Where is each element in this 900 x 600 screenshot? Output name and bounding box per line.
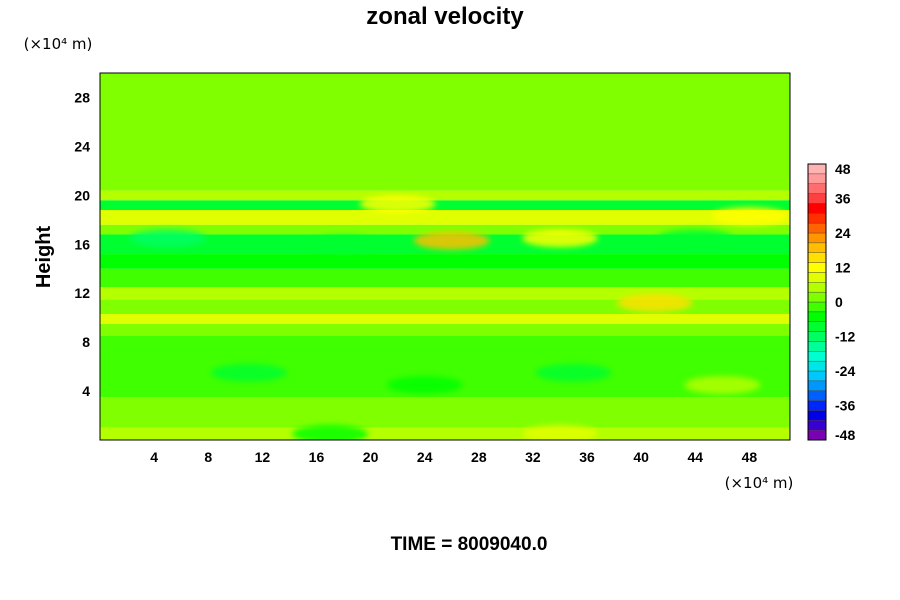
y-tick-label-28: 28 — [74, 89, 90, 105]
colorbar-swatch-6 — [807, 370, 827, 382]
y-axis-unit: (×10⁴ m) — [24, 35, 93, 53]
heatmap-band-7 — [100, 268, 790, 288]
colorbar-swatch-0 — [807, 429, 827, 441]
colorbar-label-0: 0 — [835, 294, 843, 310]
colorbar-swatch-2 — [807, 410, 827, 421]
colorbar-swatch-23 — [807, 203, 827, 214]
colorbar-swatch-24 — [807, 193, 827, 204]
colorbar-swatch-1 — [807, 420, 827, 431]
heatmap-band-6 — [100, 287, 790, 300]
heatmap-patch-0 — [210, 363, 287, 382]
x-tick-label-44: 44 — [688, 449, 704, 465]
colorbar-swatch-15 — [807, 282, 827, 293]
heatmap-band-4 — [100, 313, 790, 324]
colorbar-swatch-20 — [807, 232, 827, 244]
x-axis-ticks: 4 8 12 16 20 24 28 32 36 40 44 48 — [150, 449, 757, 465]
colorbar-label--48: -48 — [835, 427, 855, 443]
heatmap-patch-2 — [535, 363, 612, 382]
heatmap-band-8 — [100, 254, 790, 269]
time-label: TIME = 8009040.0 — [391, 534, 548, 555]
colorbar-swatch-3 — [807, 400, 827, 411]
heatmap-patch-5 — [305, 235, 382, 254]
heatmap-patch-6 — [657, 229, 734, 248]
y-tick-label-4: 4 — [82, 383, 90, 399]
colorbar-swatch-14 — [807, 291, 827, 303]
heatmap-bands — [100, 73, 790, 440]
heatmap-patch-1 — [386, 375, 463, 394]
y-tick-label-20: 20 — [74, 187, 90, 203]
colorbar-swatch-8 — [807, 351, 827, 362]
heatmap-band-12 — [100, 200, 790, 211]
x-tick-label-20: 20 — [363, 449, 379, 465]
heatmap-patch-8 — [522, 229, 598, 248]
colorbar-swatch-13 — [807, 301, 827, 313]
colorbar-label-48: 48 — [835, 161, 851, 177]
chart-title: zonal velocity — [366, 3, 524, 30]
heatmap-plot-area — [100, 73, 790, 440]
heatmap-band-3 — [100, 323, 790, 337]
colorbar-swatch-22 — [807, 213, 827, 224]
colorbar-swatch-12 — [807, 311, 827, 322]
colorbar-label-24: 24 — [835, 225, 851, 241]
x-axis-unit: (×10⁴ m) — [725, 474, 794, 492]
colorbar-swatch-17 — [807, 262, 827, 273]
heatmap-band-0 — [100, 427, 790, 440]
heatmap-band-1 — [100, 397, 790, 428]
colorbar-frame — [807, 163, 827, 441]
colorbar-label--24: -24 — [835, 363, 855, 379]
heatmap-band-11 — [100, 210, 790, 225]
x-tick-label-48: 48 — [742, 449, 758, 465]
colorbar-swatches — [807, 163, 827, 441]
colorbar-swatch-27 — [807, 163, 827, 175]
x-tick-label-36: 36 — [579, 449, 595, 465]
colorbar-swatch-9 — [807, 341, 827, 352]
x-tick-label-28: 28 — [471, 449, 487, 465]
colorbar-swatch-19 — [807, 242, 827, 253]
heatmap-patch-10 — [711, 207, 788, 226]
colorbar-swatch-7 — [807, 360, 827, 372]
colorbar-swatch-11 — [807, 321, 827, 332]
colorbar-swatch-26 — [807, 173, 827, 184]
heatmap-patch-13 — [522, 424, 598, 440]
x-tick-label-32: 32 — [525, 449, 541, 465]
colorbar-swatch-18 — [807, 252, 827, 263]
colorbar-label--36: -36 — [835, 398, 855, 414]
x-tick-label-12: 12 — [255, 449, 271, 465]
x-tick-label-16: 16 — [309, 449, 325, 465]
heatmap-band-14 — [100, 176, 790, 191]
heatmap-patch-7 — [413, 231, 490, 250]
y-tick-label-16: 16 — [74, 236, 90, 252]
colorbar-swatch-21 — [807, 222, 827, 234]
heatmap-patch-9 — [359, 194, 436, 213]
x-tick-label-8: 8 — [204, 449, 212, 465]
y-tick-label-8: 8 — [82, 334, 90, 350]
plot-frame — [99, 72, 791, 441]
x-tick-label-4: 4 — [150, 449, 158, 465]
colorbar-swatch-10 — [807, 331, 827, 342]
x-tick-label-24: 24 — [417, 449, 433, 465]
colorbar-tick-labels: 48 36 24 12 0 -12 -24 -36 -48 — [835, 161, 855, 443]
colorbar-swatch-25 — [807, 183, 827, 194]
y-axis-ticks: 4 8 12 16 20 24 28 — [74, 89, 90, 399]
colorbar-label--12: -12 — [835, 329, 855, 345]
colorbar-label-12: 12 — [835, 260, 851, 276]
y-tick-label-12: 12 — [74, 285, 90, 301]
heatmap-patches — [129, 194, 788, 440]
colorbar: 48 36 24 12 0 -12 -24 -36 -48 — [807, 161, 855, 443]
heatmap-patch-4 — [129, 229, 206, 248]
y-axis-label: Height — [33, 226, 55, 289]
heatmap-band-13 — [100, 190, 790, 201]
heatmap-patch-11 — [616, 293, 693, 312]
heatmap-patch-12 — [292, 424, 368, 440]
heatmap-band-15 — [100, 73, 790, 177]
x-tick-label-40: 40 — [633, 449, 649, 465]
y-tick-label-24: 24 — [74, 138, 90, 154]
colorbar-swatch-16 — [807, 272, 827, 283]
colorbar-swatch-4 — [807, 390, 827, 401]
colorbar-swatch-5 — [807, 380, 827, 391]
heatmap-band-10 — [100, 224, 790, 235]
heatmap-patch-3 — [684, 375, 761, 394]
colorbar-label-36: 36 — [835, 191, 851, 207]
